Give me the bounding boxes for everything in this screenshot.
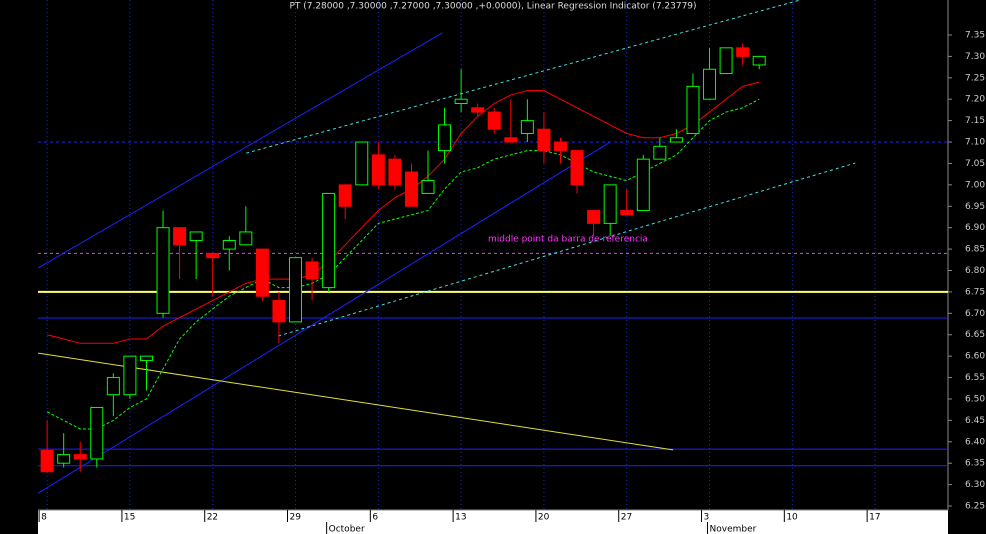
y-tick-label: 6.50 (965, 394, 985, 404)
candle-body (653, 145, 667, 160)
trend-line (278, 162, 856, 337)
x-tick-label: 29 (290, 513, 302, 523)
y-tick-label: 6.90 (965, 223, 985, 233)
y-tick-label: 6.80 (965, 266, 985, 276)
candle-body (504, 137, 518, 143)
candle-body (106, 377, 120, 396)
candle-body (487, 111, 501, 130)
candle-body (206, 252, 220, 259)
x-tick-label: 3 (704, 513, 710, 523)
y-tick-label: 7.25 (965, 73, 985, 83)
y-tick-label: 7.20 (965, 95, 985, 105)
y-tick-label: 6.40 (965, 437, 985, 447)
x-tick-label: 20 (538, 513, 550, 523)
y-tick-label: 7.00 (965, 180, 985, 190)
candle-body (289, 257, 303, 323)
x-tick-label: 10 (786, 513, 798, 523)
y-tick-label: 6.65 (965, 330, 985, 340)
candle-body (239, 231, 253, 246)
x-tick-label: 17 (869, 513, 880, 523)
indicator-line (46, 81, 760, 344)
candle-body (123, 355, 137, 396)
candle-body (752, 55, 766, 66)
x-tick-label: 22 (207, 513, 218, 523)
y-tick-label: 6.95 (965, 202, 985, 212)
candle-body (57, 454, 71, 464)
chart-title: PT (7.28000 ,7.30000 ,7.27000 ,7.30000 ,… (289, 2, 696, 12)
candle-body (73, 454, 87, 460)
candle-body (305, 261, 319, 280)
candle-body (686, 85, 700, 134)
month-label: November (710, 525, 757, 534)
candle-body (537, 128, 551, 152)
y-tick-label: 6.45 (965, 416, 985, 426)
candle-body (620, 210, 634, 216)
candle-body (603, 184, 617, 224)
candle-body (90, 407, 104, 460)
candle-body (156, 227, 170, 314)
x-tick-label: 15 (124, 513, 135, 523)
y-tick-label: 7.15 (965, 116, 985, 126)
trend-line (37, 141, 611, 494)
candle-body (570, 150, 584, 186)
trend-line (38, 352, 674, 451)
candle-body (719, 47, 733, 75)
indicator-line (46, 98, 760, 430)
candle-body (636, 158, 650, 212)
candle-body (471, 107, 485, 113)
y-tick-label: 7.30 (965, 52, 985, 62)
candle-body (404, 171, 418, 207)
x-tick-label: 27 (621, 513, 632, 523)
y-tick-label: 6.35 (965, 459, 985, 469)
candle-body (173, 227, 187, 246)
x-tick-label: 13 (455, 513, 466, 523)
y-tick-label: 6.30 (965, 480, 985, 490)
y-tick-label: 6.25 (965, 502, 985, 512)
x-axis-strip (38, 510, 948, 534)
y-tick-label: 7.05 (965, 159, 985, 169)
x-tick-label: 8 (41, 513, 47, 523)
y-tick-label: 7.10 (965, 138, 985, 148)
candle-body (338, 184, 352, 207)
candle-body (189, 231, 203, 242)
trend-line (37, 32, 443, 269)
candle-body (438, 124, 452, 152)
candle-body (322, 192, 336, 289)
candle-body (139, 355, 153, 361)
candle-body (421, 180, 435, 194)
candle-body (272, 299, 286, 323)
y-tick-label: 6.60 (965, 352, 985, 362)
candle-body (255, 248, 269, 297)
y-tick-label: 6.55 (965, 373, 985, 383)
x-tick-label: 6 (372, 513, 378, 523)
candle-body (222, 240, 236, 250)
y-tick-label: 7.35 (965, 30, 985, 40)
candle-body (454, 98, 468, 104)
month-label: October (329, 525, 365, 534)
y-tick-label: 6.85 (965, 245, 985, 255)
candle-body (371, 154, 385, 186)
candle-body (587, 210, 601, 224)
candle-body (355, 141, 369, 186)
candle-body (388, 158, 402, 186)
y-tick-label: 6.75 (965, 287, 985, 297)
candle-body (669, 137, 683, 143)
annotation: middle point da barra de referencia (488, 235, 648, 245)
candle-body (520, 120, 534, 134)
y-tick-label: 6.70 (965, 309, 985, 319)
candle-body (553, 141, 567, 152)
candle-body (736, 47, 750, 57)
candle-body (40, 449, 54, 473)
candle-body (703, 68, 717, 100)
